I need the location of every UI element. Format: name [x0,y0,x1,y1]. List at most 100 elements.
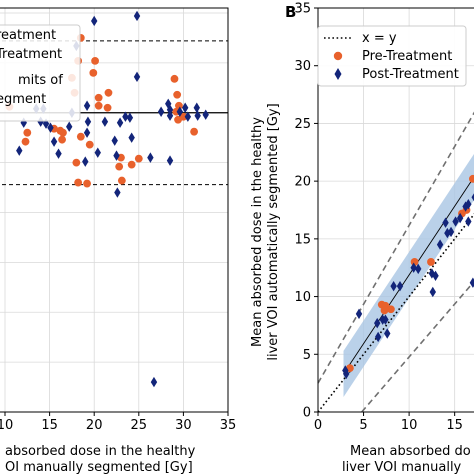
panel-b-plot-area [317,7,474,413]
panel-a-pre-treatment-point [74,178,83,187]
panel-a-pre-treatment-point [58,135,66,144]
panel-a-legend-label: reatment [0,28,56,43]
panel-b-y-tick-label: 0 [303,406,311,421]
panel-a-post-treatment-point [55,148,62,159]
panel-a-pre-treatment-point [21,137,30,146]
panel-a-legend-label: Treatment [0,47,62,62]
panel-a-post-treatment-point [181,102,189,113]
panel-a-post-treatment-point [184,111,192,122]
panel-a-post-treatment-point [116,117,124,128]
panel-a-post-treatment-point [101,116,109,127]
panel-b-pre-treatment-point [380,306,389,315]
panel-b-post-treatment-point [452,216,459,227]
panel-a-pre-treatment-point [83,179,91,188]
panel-a-legend-box [0,24,81,122]
panel-b-y-tick-label: 10 [294,290,311,305]
panel-a-pre-treatment-point [94,101,103,110]
panel-a-post-treatment-point [113,150,120,161]
panel-b-post-treatment-point [429,286,436,298]
panel-b-post-treatment-point [415,263,422,275]
panel-a-post-treatment-point [50,136,58,147]
panel-a-post-treatment-point [91,15,98,27]
panel-a-pre-treatment-point [103,103,112,112]
panel-b-letter: B [285,3,296,21]
panel-b-pre-treatment-point [386,305,395,314]
panel-b-post-treatment-point [442,217,449,228]
panel-a-post-treatment-point [66,121,73,132]
panel-a-post-treatment-point [37,116,44,127]
panel-a-post-treatment-point [133,10,141,22]
panel-a-x-tick-label: 35 [220,418,237,433]
panel-a-pre-treatment-point [72,158,81,167]
panel-a-legend: reatment Treatment mits of egment [0,24,81,122]
panel-a-post-treatment-point [194,110,201,121]
panel-a-pre-treatment-point [127,160,136,169]
panel-a-legend-label: egment [0,92,46,107]
panel-b-post-treatment-point [390,280,397,292]
panel-b-x-tick-label: 15 [446,418,463,433]
legend-post-treatment-marker [334,68,342,80]
panel-a-post-treatment-point [82,156,89,167]
panel-a-pre-treatment-point [94,93,103,102]
panel-a: reatment Treatment mits of egment 10 15 20… [0,7,236,474]
panel-a-x-tick-label: 25 [131,418,148,433]
panel-a-post-treatment-point [122,111,129,122]
panel-b-y-tick-label: 25 [294,117,311,132]
panel-a-pre-treatment-point [134,154,143,163]
panel-b-x-axis-label: liver VOI manually [342,460,462,474]
panel-b-pre-treatment-point [410,258,419,266]
panel-a-post-treatment-point [157,106,165,117]
panel-a-post-treatment-point [150,376,158,388]
panel-b-y-tick-label: 30 [294,59,311,74]
panel-b-ticks: 0 5 10 15 0 5 10 15 20 25 30 35 [294,2,462,434]
panel-b-post-treatment-point [374,331,382,343]
panel-a-pre-treatment-point [85,140,94,149]
panel-b-post-treatment-point [447,226,455,238]
panel-a-post-treatment-point [128,132,135,143]
panel-a-post-treatment-point [16,145,23,156]
panel-a-post-treatment-point [166,110,174,121]
panel-b-legend: x = y Pre-Treatment Post-Treatment [317,25,467,87]
panel-b-y-axis-label: Mean absorbed dose in the healthy [250,117,265,347]
panel-a-pre-treatment-point [76,132,85,141]
panel-b-pre-treatment-point [468,174,474,183]
panel-b-post-treatment-point [456,212,464,224]
panel-b-x-tick-label: 10 [401,418,418,433]
panel-a-pre-treatment-point [173,90,182,99]
panel-a-pre-treatment-point [117,176,126,185]
panel-a-pre-treatment-point [175,101,183,110]
panel-b-x-axis-label: Mean absorbed do [350,444,471,459]
panel-a-post-treatment-point [126,112,134,123]
panel-b-upper-limit-line [317,111,474,384]
panel-b-post-treatment-point [384,328,391,339]
panel-b-y-axis-label: liver VOI automatically segmented [Gy] [266,103,281,360]
panel-a-frame [0,7,229,413]
panel-a-post-treatment-point [176,106,184,117]
panel-b-x-tick-label: 0 [314,418,322,433]
panel-b-post-treatment-point [382,314,389,325]
panel-a-x-axis-label: OI manually segmented [Gy] [5,460,193,474]
panel-b-pre-treatment-point [427,258,435,266]
panel-a-post-treatment-point [166,155,174,166]
panel-a-post-treatment-point [114,187,121,198]
panel-b-y-tick-label: 20 [294,175,311,190]
panel-b-post-treatment-point [465,216,472,227]
panel-b-post-treatment-point [465,199,472,210]
panel-b-post-treatment-point [374,317,381,329]
panel-a-pre-treatment-point [179,112,188,121]
panel-a-pre-treatment-point [59,128,67,137]
panel-a-post-treatment-point [111,135,118,146]
legend-identity-label: x = y [362,31,397,46]
panel-b-post-treatment-point [469,277,474,288]
panel-b-legend-box [317,25,467,87]
panel-a-post-treatment-point [202,109,209,120]
panel-a-pre-treatment-point [104,88,113,97]
panel-a-post-treatment-point [147,152,154,163]
panel-a-post-treatment-point [47,122,54,133]
panel-a-x-axis-label: absorbed dose in the healthy [5,444,196,459]
panel-a-x-ticks: 10 15 20 25 30 35 [0,412,236,433]
panel-b-x-tick-label: 5 [359,418,367,433]
panel-a-pre-treatment-point [23,128,32,137]
panel-b-post-treatment-point [355,308,363,320]
